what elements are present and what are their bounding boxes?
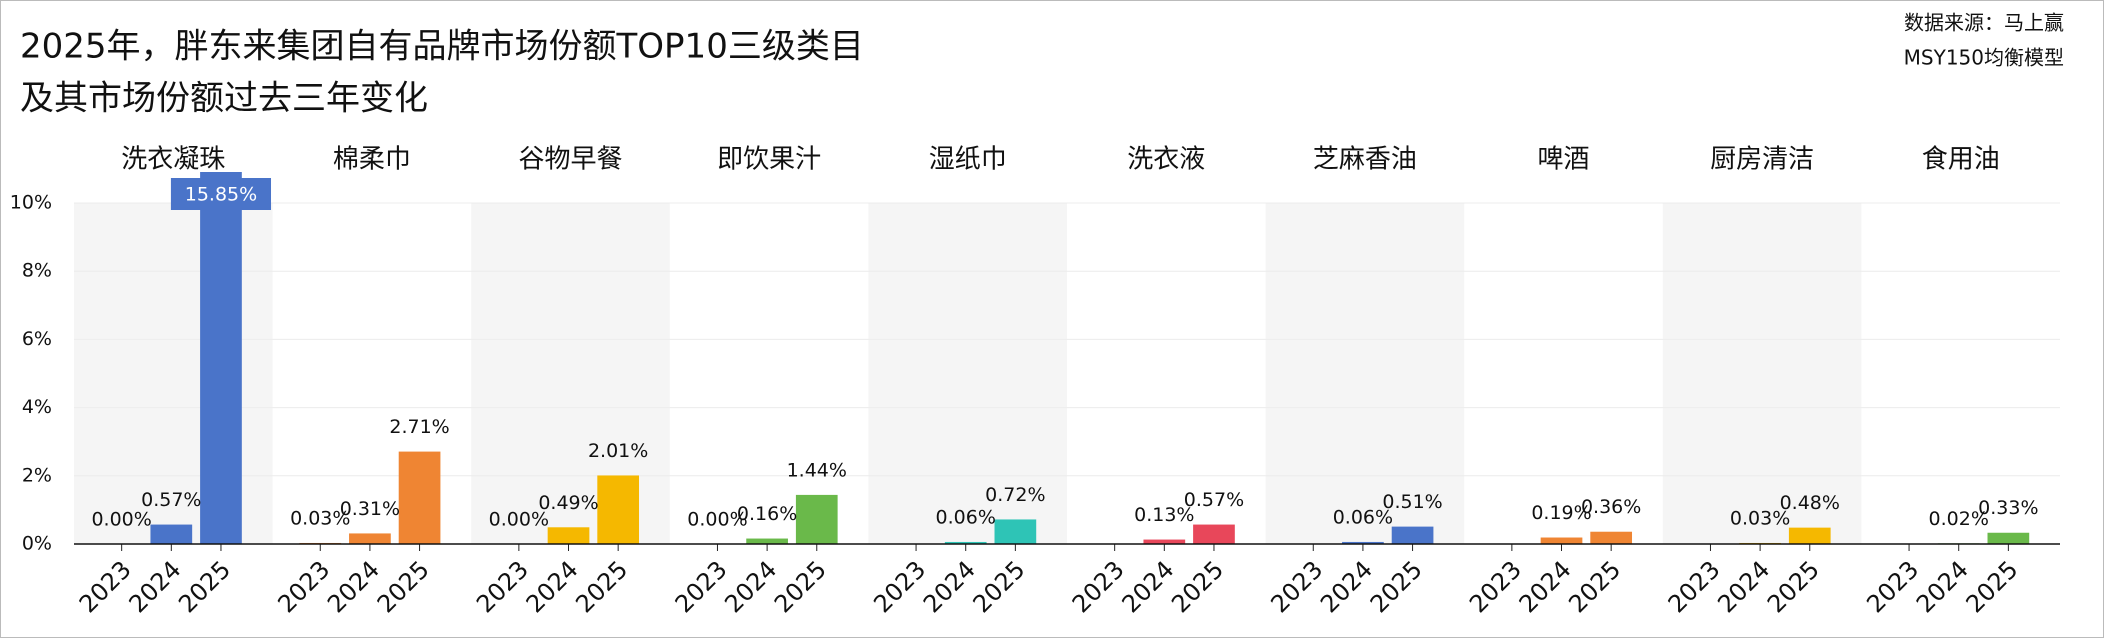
value-label: 0.36% bbox=[1581, 496, 1641, 518]
value-label: 0.16% bbox=[737, 503, 797, 525]
x-tick-label: 2023 bbox=[272, 555, 335, 618]
bar bbox=[795, 494, 838, 544]
x-tick-label: 2023 bbox=[1067, 555, 1130, 618]
value-label: 0.31% bbox=[340, 498, 400, 520]
value-label: 0.03% bbox=[290, 507, 350, 529]
value-label: 0.19% bbox=[1531, 502, 1591, 524]
x-tick-label: 2025 bbox=[1961, 555, 2024, 618]
value-label: 0.00% bbox=[687, 509, 747, 531]
band-shade bbox=[1265, 203, 1465, 544]
value-label-box bbox=[170, 178, 272, 210]
x-tick-label: 2023 bbox=[868, 555, 931, 618]
value-label: 0.00% bbox=[489, 509, 549, 531]
value-label: 0.48% bbox=[1780, 492, 1840, 514]
x-tick-label: 2025 bbox=[769, 555, 832, 618]
x-tick-label: 2025 bbox=[570, 555, 633, 618]
value-label: 0.72% bbox=[985, 484, 1045, 506]
x-tick-label: 2024 bbox=[1911, 555, 1974, 618]
category-label: 啤酒 bbox=[1537, 145, 1589, 175]
bar bbox=[944, 541, 987, 544]
y-tick-label: 8% bbox=[22, 260, 52, 282]
value-label: 0.33% bbox=[1978, 497, 2038, 519]
x-tick-label: 2025 bbox=[968, 555, 1031, 618]
value-label: 0.51% bbox=[1382, 491, 1442, 513]
category-label: 厨房清洁 bbox=[1710, 145, 1814, 175]
bar bbox=[1590, 531, 1633, 544]
category-label: 棉柔巾 bbox=[333, 145, 411, 175]
bar bbox=[150, 524, 193, 544]
value-label: 15.85% bbox=[185, 184, 257, 206]
y-tick-label: 6% bbox=[22, 328, 52, 350]
x-tick-label: 2025 bbox=[1762, 555, 1825, 618]
y-tick-label: 4% bbox=[22, 396, 52, 418]
bar bbox=[349, 533, 391, 544]
bar bbox=[994, 519, 1037, 544]
x-tick-label: 2024 bbox=[918, 555, 981, 618]
x-tick-label: 2025 bbox=[1365, 555, 1428, 618]
x-tick-label: 2023 bbox=[471, 555, 534, 618]
y-tick-label: 10% bbox=[10, 192, 52, 214]
source: MSY150均衡模型 bbox=[1904, 46, 2064, 70]
value-label: 0.02% bbox=[1929, 508, 1989, 530]
x-tick-label: 2024 bbox=[1315, 555, 1378, 618]
x-tick-label: 2024 bbox=[124, 555, 187, 618]
x-tick-label: 2025 bbox=[1166, 555, 1229, 618]
x-tick-label: 2023 bbox=[1265, 555, 1328, 618]
x-tick-label: 2025 bbox=[372, 555, 435, 618]
x-tick-label: 2025 bbox=[173, 555, 236, 618]
value-label: 0.06% bbox=[1333, 506, 1393, 528]
x-tick-label: 2024 bbox=[1117, 555, 1180, 618]
bar bbox=[746, 538, 788, 544]
bar bbox=[1391, 526, 1434, 544]
value-label: 0.06% bbox=[936, 506, 996, 528]
x-tick-label: 2024 bbox=[1514, 555, 1577, 618]
category-label: 洗衣凝珠 bbox=[121, 145, 225, 175]
x-tick-label: 2024 bbox=[521, 555, 584, 618]
bar bbox=[1540, 537, 1583, 544]
x-tick-label: 2023 bbox=[1663, 555, 1726, 618]
bar bbox=[547, 527, 590, 544]
value-label: 0.57% bbox=[141, 489, 201, 511]
value-label: 2.71% bbox=[389, 416, 449, 438]
x-tick-label: 2024 bbox=[719, 555, 782, 618]
bar bbox=[597, 475, 640, 544]
bar bbox=[1193, 524, 1235, 544]
source: 数据来源：马上赢 bbox=[1904, 11, 2064, 35]
y-tick-label: 2% bbox=[22, 464, 52, 486]
value-label: 0.03% bbox=[1730, 507, 1790, 529]
category-label: 洗衣液 bbox=[1127, 145, 1205, 175]
value-label: 0.57% bbox=[1184, 489, 1244, 511]
x-tick-label: 2024 bbox=[1712, 555, 1775, 618]
x-tick-label: 2023 bbox=[1464, 555, 1527, 618]
x-tick-label: 2023 bbox=[74, 555, 137, 618]
bar bbox=[1987, 532, 2030, 544]
y-tick-label: 0% bbox=[22, 533, 52, 555]
band-shade bbox=[1662, 203, 1862, 544]
category-label: 即饮果汁 bbox=[717, 145, 821, 175]
category-label: 芝麻香油 bbox=[1313, 145, 1417, 175]
bar bbox=[1143, 539, 1186, 544]
chart-title: 2025年，胖东来集团自有品牌市场份额TOP10三级类目 bbox=[20, 27, 864, 67]
bar bbox=[398, 451, 441, 544]
value-label: 1.44% bbox=[787, 459, 847, 481]
x-tick-label: 2025 bbox=[1563, 555, 1626, 618]
bar bbox=[1342, 541, 1384, 544]
category-label: 谷物早餐 bbox=[518, 145, 622, 175]
category-label: 湿纸巾 bbox=[929, 145, 1007, 175]
value-label: 2.01% bbox=[588, 440, 648, 462]
band-shade bbox=[868, 203, 1067, 544]
chart-title: 及其市场份额过去三年变化 bbox=[20, 79, 428, 119]
x-tick-label: 2023 bbox=[1861, 555, 1924, 618]
value-label: 0.13% bbox=[1134, 504, 1194, 526]
x-tick-label: 2023 bbox=[670, 555, 733, 618]
bar bbox=[1788, 527, 1831, 544]
value-label: 0.49% bbox=[538, 492, 598, 514]
category-label: 食用油 bbox=[1922, 145, 2000, 175]
x-tick-label: 2024 bbox=[322, 555, 385, 618]
bar bbox=[200, 172, 242, 544]
value-label: 0.00% bbox=[91, 509, 151, 531]
